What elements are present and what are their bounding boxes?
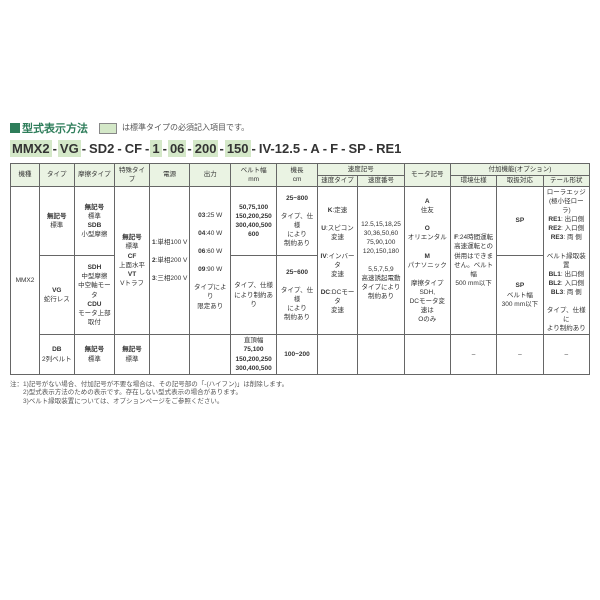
table-cell — [190, 335, 231, 374]
model-seg-3: CF — [123, 140, 144, 157]
table-cell: MMX2 — [11, 186, 40, 374]
col-header: 出力 — [190, 164, 231, 187]
table-cell: 直頂幅75,100150,200,250300,400,500 — [230, 335, 276, 374]
model-seg-7: 150 — [225, 140, 251, 157]
table-cell: F:24時間運転高速運転との併用はできません。ベルト幅500 mm以下 — [450, 186, 496, 335]
model-seg-6: 200 — [193, 140, 219, 157]
legend-text: は標準タイプの必須記入項目です。 — [122, 123, 249, 132]
table-header: 機種タイプ摩擦タイプ特殊タイプ電源出力ベルト幅mm機長cm速度記号モータ記号付加… — [11, 164, 590, 187]
table-cell: タイプ、仕様により制約あり — [230, 255, 276, 335]
col-header: 機長cm — [277, 164, 318, 187]
model-seg-9: A — [308, 140, 321, 157]
table-cell: SDH中型摩擦中空軸モータCDUモータ上部取付 — [74, 255, 115, 335]
table-cell: DB2列ベルト — [39, 335, 74, 374]
col-subheader: 速度番号 — [358, 176, 404, 187]
legend-swatch — [99, 123, 117, 134]
model-seg-1: VG — [58, 140, 81, 157]
page-title: 型式表示方法 — [22, 120, 88, 136]
table-cell — [404, 335, 450, 374]
table-cell — [358, 335, 404, 374]
table-cell: 50,75,100150,200,250300,400,500600 — [230, 186, 276, 255]
table-cell: SP — [497, 186, 543, 255]
model-seg-2: SD2 — [87, 140, 116, 157]
table-cell: – — [450, 335, 496, 374]
col-header: モータ記号 — [404, 164, 450, 187]
model-seg-0: MMX2 — [10, 140, 52, 157]
table-cell: ローラエッジ(極小径ローラ)RE1: 出口側RE2: 入口側RE3: 両 側ベル… — [543, 186, 589, 335]
model-seg-10: F — [328, 140, 340, 157]
table-cell: 無記号標準 — [115, 335, 150, 374]
title-row: 型式表示方法 は標準タイプの必須記入項目です。 — [10, 120, 590, 136]
col-subheader: 環境仕様 — [450, 176, 496, 187]
table-cell: 1:単相100 V2:単相200 V3:三相200 V — [149, 186, 190, 335]
table-cell: VG蛇行レス — [39, 255, 74, 335]
col-subheader: テール形状 — [543, 176, 589, 187]
model-seg-5: 06 — [168, 140, 186, 157]
model-seg-11: SP — [346, 140, 367, 157]
table-cell: 無記号標準CF上面水平VTVトラフ — [115, 186, 150, 335]
table-cell: 無記号標準SDB小型摩擦 — [74, 186, 115, 255]
table-cell: K:定速U:スピコン変速IV:インバータ変速DC:DCモータ変速 — [317, 186, 358, 335]
col-header: ベルト幅mm — [230, 164, 276, 187]
table-cell: 無記号標準 — [39, 186, 74, 255]
table-cell — [317, 335, 358, 374]
model-seg-4: 1 — [150, 140, 161, 157]
model-seg-8: IV-12.5 — [257, 140, 302, 157]
col-header: タイプ — [39, 164, 74, 187]
table-cell: 25~600タイプ、仕様により制約あり — [277, 255, 318, 335]
title-marker — [10, 123, 20, 133]
table-cell: 03:25 W04:40 W06:60 W09:90 Wタイプにより限定あり — [190, 186, 231, 335]
col-header: 電源 — [149, 164, 190, 187]
legend: は標準タイプの必須記入項目です。 — [96, 122, 249, 134]
table-body: MMX2無記号標準無記号標準SDB小型摩擦無記号標準CF上面水平VTVトラフ1:… — [11, 186, 590, 374]
model-designation: MMX2-VG-SD2-CF-1-06-200-150-IV-12.5-A-F-… — [10, 140, 590, 157]
col-header: 付加機能(オプション) — [450, 164, 589, 176]
col-header: 特殊タイプ — [115, 164, 150, 187]
table-cell: – — [497, 335, 543, 374]
col-subheader: 速度タイプ — [317, 176, 358, 187]
table-cell: 無記号標準 — [74, 335, 115, 374]
table-cell — [149, 335, 190, 374]
spec-table: 機種タイプ摩擦タイプ特殊タイプ電源出力ベルト幅mm機長cm速度記号モータ記号付加… — [10, 163, 590, 375]
table-cell: SPベルト幅300 mm以下 — [497, 255, 543, 335]
col-header: 摩擦タイプ — [74, 164, 115, 187]
col-header: 機種 — [11, 164, 40, 187]
footnotes: 注：1)記号がない場合、付加記号が不要な場合は、その記号部の「-(ハイフン)」は… — [10, 381, 590, 406]
col-header: 速度記号 — [317, 164, 404, 176]
table-cell: 12.5,15,18,2530,36,50,6075,90,100120,150… — [358, 186, 404, 335]
table-cell: A住友OオリエンタルMパナソニック摩擦タイプSDH,DCモータ変速はOのみ — [404, 186, 450, 335]
col-subheader: 取扱対応 — [497, 176, 543, 187]
table-cell: 25~800タイプ、仕様により制約あり — [277, 186, 318, 255]
table-cell: 100~200 — [277, 335, 318, 374]
table-cell: – — [543, 335, 589, 374]
model-seg-12: RE1 — [374, 140, 403, 157]
